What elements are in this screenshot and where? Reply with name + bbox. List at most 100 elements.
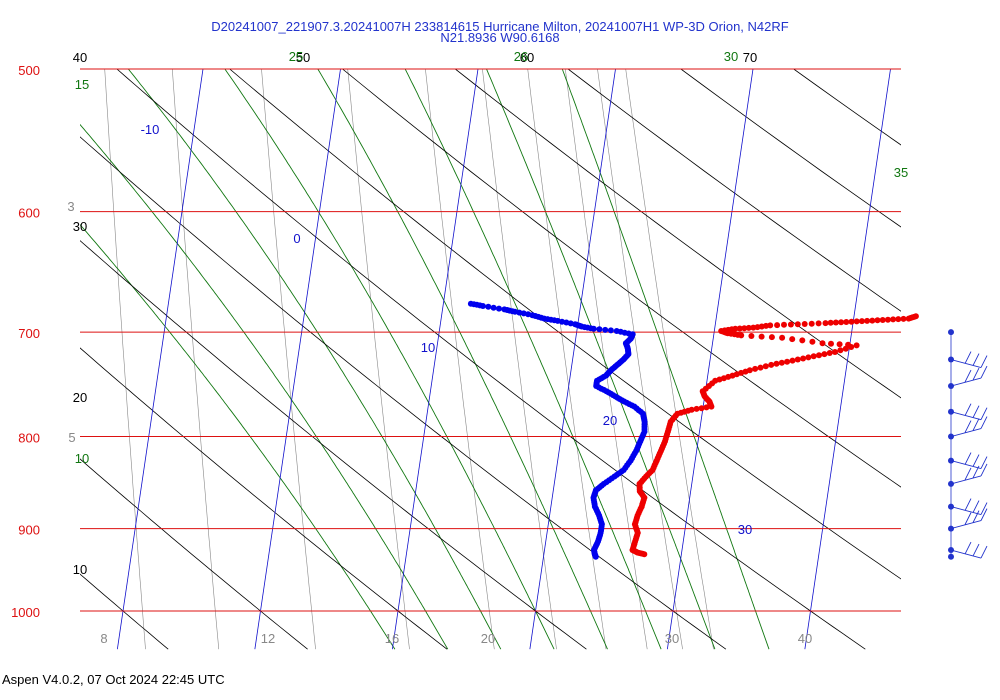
wind-barb	[950, 541, 988, 559]
dry-adiabats	[0, 37, 1000, 650]
temperature-point	[869, 317, 876, 324]
temperature-tick-label: 20	[481, 631, 495, 646]
pressure-tick-label: 1000	[11, 605, 40, 620]
temperature-point	[741, 325, 748, 332]
dry-adiabat-line	[567, 69, 901, 312]
temperature-point	[688, 406, 695, 413]
moist-adiabat-line	[80, 123, 449, 650]
temperature-point	[745, 324, 752, 331]
temperature-point	[819, 340, 826, 347]
isotherm-line	[666, 69, 754, 650]
temperature-point	[838, 319, 845, 326]
temperature-tick-label: 12	[261, 631, 275, 646]
dewpoint-point	[607, 327, 614, 334]
isotherm-label: 0	[293, 231, 300, 246]
temperature-point	[757, 364, 764, 371]
dry-adiabat-line	[229, 69, 901, 580]
dry-adiabat-line	[80, 240, 587, 650]
mixing-ratio-line	[0, 37, 27, 649]
temperature-point	[794, 356, 801, 363]
temperature-point	[827, 319, 834, 326]
mixing-ratio-line	[625, 69, 714, 650]
temperature-point	[698, 405, 705, 412]
dry-adiabat-label: 20	[73, 390, 87, 405]
isotherm-line	[391, 69, 479, 650]
temperature-point	[822, 320, 829, 327]
temperature-tick-label: 8	[100, 631, 107, 646]
temperature-point	[799, 337, 806, 344]
dewpoint-point	[613, 328, 620, 334]
mixing-ratio-line	[171, 69, 219, 650]
temperature-point	[801, 321, 808, 327]
temperature-point	[808, 320, 815, 327]
dry-adiabat-line	[80, 136, 727, 650]
moist-adiabat-label: 26	[514, 49, 528, 64]
temperature-point	[832, 349, 838, 355]
temperature-point	[748, 333, 755, 339]
pressure-tick-label: 600	[18, 206, 40, 221]
temperature-point	[864, 317, 871, 324]
temperature-point	[879, 317, 886, 323]
isotherm-line	[529, 69, 616, 650]
temperature-point	[843, 319, 850, 325]
moist-adiabat-line	[486, 69, 716, 650]
temperature-point	[779, 334, 786, 341]
temperature-point	[768, 334, 775, 341]
dewpoint-point	[596, 326, 603, 333]
isotherm-label: 30	[738, 522, 752, 537]
wind-barb	[950, 508, 988, 530]
wind-barb	[950, 351, 988, 368]
temperature-point	[895, 316, 902, 323]
moist-adiabat-line	[224, 69, 555, 650]
dry-adiabat-label: 40	[73, 50, 87, 65]
moist-adiabat-label: 15	[75, 77, 89, 92]
temperature-point	[821, 351, 828, 358]
dewpoint-point	[485, 303, 492, 310]
temperature-point	[900, 315, 907, 322]
temperature-point	[837, 347, 844, 354]
temperature-tick-label: 30	[665, 631, 679, 646]
moist-adiabat-line	[317, 69, 608, 650]
sounding-series	[467, 300, 919, 560]
temperature-point	[836, 341, 843, 348]
dry-adiabat-label: 50	[296, 50, 310, 65]
dewpoint-point	[496, 305, 502, 312]
moist-adiabat-line	[127, 69, 502, 650]
temperature-point	[810, 353, 817, 360]
mixing-ratio-line	[261, 69, 316, 650]
dry-adiabat-line	[116, 69, 866, 650]
dry-adiabat-line	[0, 37, 29, 649]
mixing-ratio-line	[527, 69, 607, 650]
mixing-ratio-line	[482, 69, 557, 650]
moist-adiabat-label: 10	[75, 451, 89, 466]
temperature-point	[826, 350, 833, 356]
pressure-tick-label: 800	[18, 431, 40, 446]
temperature-point	[845, 341, 852, 348]
isotherms	[0, 37, 891, 650]
temperature-point	[693, 405, 700, 412]
wind-barb	[950, 403, 988, 421]
temperature-point	[890, 316, 897, 323]
wind-barb-point	[948, 356, 954, 363]
wind-barb	[950, 452, 988, 470]
isotherm-line	[0, 37, 70, 649]
chart-title-line2: N21.8936 W90.6168	[440, 30, 559, 45]
dry-adiabat-label: 30	[73, 219, 87, 234]
dry-adiabat-line	[680, 69, 901, 228]
dry-adiabat-line	[454, 69, 901, 399]
pressure-tick-label: 700	[18, 326, 40, 341]
temperature-point	[773, 360, 780, 367]
temperature-point	[794, 321, 801, 328]
temperature-point	[789, 357, 796, 364]
dry-adiabat-line	[793, 69, 901, 146]
temperature-point	[832, 319, 839, 326]
mixing-ratio-line	[597, 69, 683, 650]
dry-adiabat-label: 70	[743, 50, 757, 65]
dry-adiabat-line	[973, 37, 1000, 649]
mixing-ratio-lines	[0, 37, 714, 650]
temperature-point	[732, 325, 739, 332]
temperature-point	[784, 358, 791, 365]
wind-barb	[950, 463, 988, 485]
dry-adiabat-line	[80, 458, 308, 650]
